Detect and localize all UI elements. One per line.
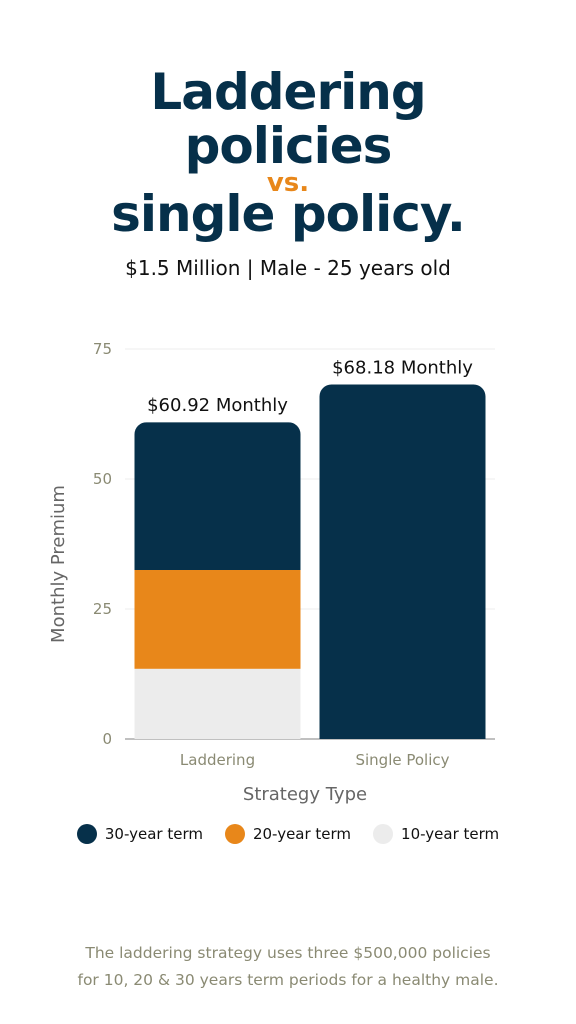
bar-segment-20-year-term	[134, 570, 301, 669]
x-tick-label: Single Policy	[355, 751, 449, 769]
legend-swatch-30-year	[76, 824, 97, 844]
x-tick-label: Laddering	[180, 751, 255, 769]
title-vs: vs.	[266, 168, 310, 198]
legend-label-10-year: 10-year term	[401, 825, 500, 843]
chart-legend: 30-year term 20-year term 10-year term	[0, 824, 576, 844]
y-axis-title: Monthly Premium	[48, 485, 69, 643]
legend-item-10-year: 10-year term	[373, 824, 499, 844]
legend-swatch-20-year	[224, 824, 245, 844]
bar-group-single-policy	[319, 384, 486, 739]
legend-label-30-year: 30-year term	[104, 825, 203, 843]
legend-label-20-year: 20-year term	[252, 825, 352, 843]
title-line-3: single policy.	[111, 185, 466, 243]
footnote: The laddering strategy uses three $500,0…	[40, 940, 536, 994]
title-line-1: Laddering	[150, 63, 426, 121]
premium-chart: 0 25 50 75 $60.92 Monthly Laddering $68.18 Mon…	[48, 340, 495, 805]
legend-item-20-year: 20-year term	[224, 824, 352, 844]
bar-segment-10-year-term	[134, 668, 301, 739]
bar-segment-30-year-term	[319, 384, 486, 739]
legend-swatch-10-year	[373, 824, 394, 844]
legend-item-30-year: 30-year term	[76, 824, 203, 844]
bar-total-label: $60.92 Monthly	[147, 395, 288, 416]
x-axis-title: Strategy Type	[243, 784, 367, 805]
subtitle: $1.5 Million | Male - 25 years old	[125, 256, 451, 280]
y-tick-label: 0	[102, 730, 112, 748]
footnote-line-2: for 10, 20 & 30 years term periods for a…	[77, 971, 499, 989]
bar-group-laddering	[134, 422, 301, 739]
y-tick-label: 25	[93, 600, 112, 618]
y-tick-label: 50	[93, 470, 112, 488]
bar-total-label: $68.18 Monthly	[332, 357, 473, 378]
y-tick-label: 75	[93, 340, 112, 358]
title-line-2: policies	[184, 117, 393, 175]
bar-segment-30-year-term	[134, 422, 301, 570]
footnote-line-1: The laddering strategy uses three $500,0…	[85, 944, 491, 962]
